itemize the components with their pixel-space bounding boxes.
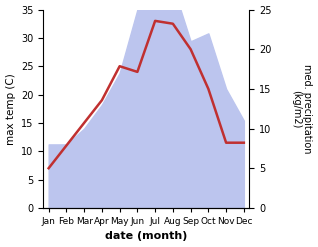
Y-axis label: max temp (C): max temp (C) xyxy=(5,73,16,144)
X-axis label: date (month): date (month) xyxy=(105,231,187,242)
Y-axis label: med. precipitation
(kg/m2): med. precipitation (kg/m2) xyxy=(291,64,313,153)
